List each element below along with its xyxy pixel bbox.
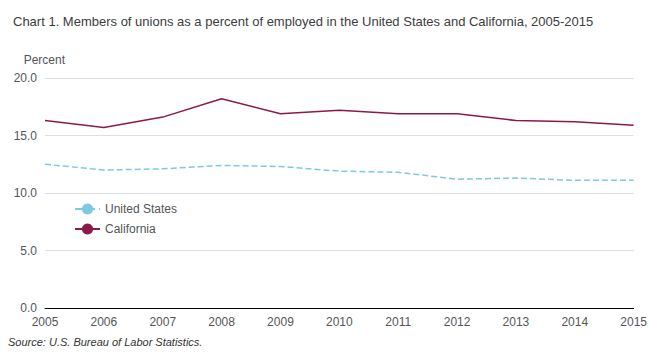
svg-text:2014: 2014 [561, 315, 588, 329]
svg-text:2008: 2008 [208, 315, 235, 329]
svg-text:2013: 2013 [503, 315, 530, 329]
svg-text:2007: 2007 [149, 315, 176, 329]
svg-text:2005: 2005 [32, 315, 59, 329]
svg-text:10.0: 10.0 [14, 186, 38, 200]
svg-text:2011: 2011 [385, 315, 411, 329]
svg-text:United States: United States [105, 202, 177, 216]
svg-text:15.0: 15.0 [14, 129, 38, 143]
svg-text:Source: U.S. Bureau of Labor S: Source: U.S. Bureau of Labor Statistics. [8, 336, 202, 348]
svg-text:California: California [105, 222, 156, 236]
svg-text:20.0: 20.0 [14, 71, 38, 85]
svg-text:2010: 2010 [326, 315, 353, 329]
svg-text:2009: 2009 [267, 315, 294, 329]
svg-text:5.0: 5.0 [20, 244, 37, 258]
svg-text:2006: 2006 [91, 315, 118, 329]
svg-text:0.0: 0.0 [20, 301, 37, 315]
svg-text:2015: 2015 [620, 315, 647, 329]
svg-text:Chart 1. Members of unions as: Chart 1. Members of unions as a percent … [13, 14, 593, 29]
svg-text:2012: 2012 [444, 315, 471, 329]
svg-text:Percent: Percent [24, 53, 66, 67]
